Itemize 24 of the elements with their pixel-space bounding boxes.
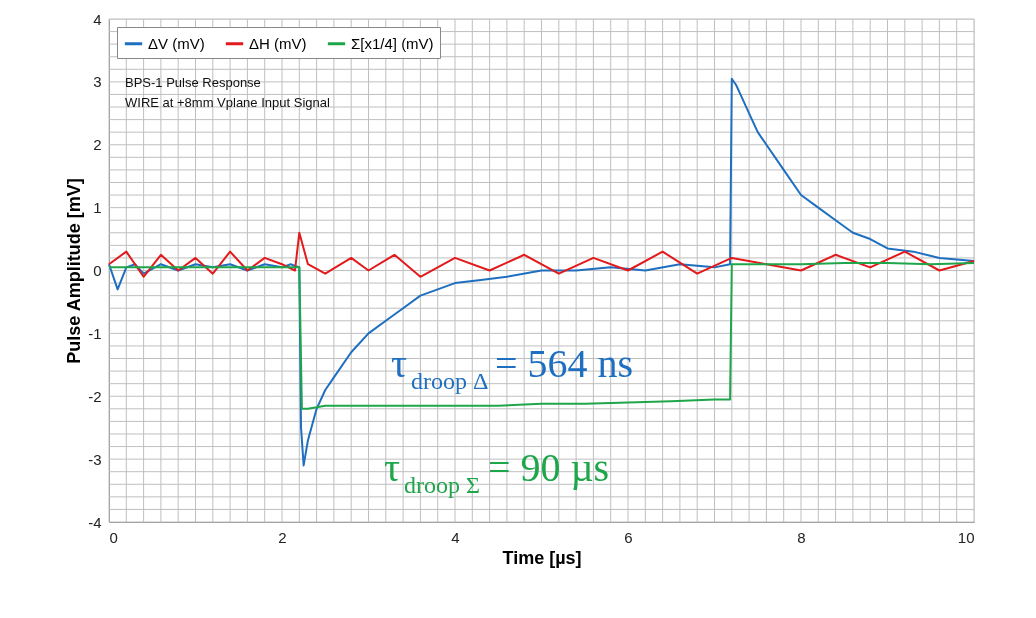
x-tick-label: 6 [624, 528, 633, 546]
legend-label: Σ[x1/4] (mV) [351, 34, 434, 52]
legend-label: ΔH (mV) [249, 34, 307, 52]
y-tick-label: -1 [88, 324, 102, 342]
line-series [108, 231, 975, 278]
y-tick-label: 4 [93, 10, 102, 28]
y-tick-label: 1 [93, 199, 102, 217]
y-tick-label: -4 [88, 513, 102, 531]
y-tick-label: 2 [93, 136, 102, 154]
x-tick-label: 2 [278, 528, 287, 546]
x-axis-title: Time [µs] [502, 547, 582, 568]
y-tick-label: 0 [93, 262, 102, 279]
y-tick-label: -3 [88, 450, 102, 468]
y-tick-label: 3 [93, 73, 102, 91]
annotation: BPS-1 Pulse Response [125, 75, 261, 90]
x-tick-label: 0 [109, 528, 118, 546]
line-series [108, 261, 975, 410]
x-tick-label: 8 [797, 528, 806, 546]
y-axis-title: Pulse Amplitude [mV] [64, 178, 85, 364]
y-tick-label: -2 [88, 387, 102, 405]
annotation: WIRE at +8mm Vplane Input Signal [125, 95, 330, 110]
x-tick-label: 4 [451, 528, 460, 546]
legend-label: ΔV (mV) [148, 34, 205, 52]
x-tick-label: 10 [957, 528, 975, 546]
